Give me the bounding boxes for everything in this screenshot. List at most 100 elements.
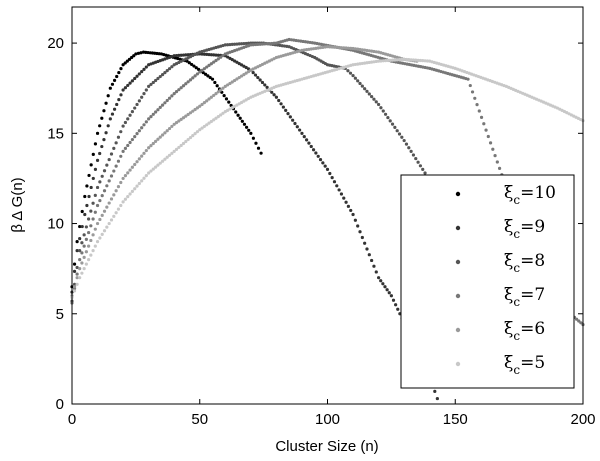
- data-point: [339, 46, 344, 50]
- data-point: [174, 53, 179, 58]
- data-point: [121, 88, 125, 92]
- data-point: [95, 203, 100, 208]
- data-point: [272, 93, 276, 97]
- data-point: [91, 201, 95, 205]
- legend-label: ξc=10: [504, 183, 556, 207]
- data-point: [147, 171, 151, 175]
- data-point: [237, 102, 241, 106]
- data-point: [213, 80, 217, 85]
- data-point: [258, 78, 262, 82]
- data-point: [102, 229, 107, 233]
- data-point: [158, 74, 162, 79]
- data-point: [360, 235, 364, 240]
- data-point: [170, 151, 174, 155]
- data-point: [107, 179, 111, 183]
- data-point: [89, 224, 93, 228]
- data-point: [125, 59, 129, 63]
- data-point: [107, 201, 111, 205]
- data-point: [78, 249, 82, 253]
- data-point: [133, 187, 137, 191]
- data-point: [151, 167, 155, 171]
- data-point: [91, 176, 95, 181]
- data-point: [72, 289, 77, 293]
- data-point: [202, 67, 206, 71]
- data-point: [163, 71, 167, 75]
- data-point: [281, 105, 285, 109]
- data-point: [335, 45, 339, 49]
- data-point: [80, 271, 84, 275]
- data-point: [207, 63, 211, 67]
- data-point: [367, 92, 371, 96]
- data-point: [93, 142, 98, 146]
- data-point: [91, 249, 95, 253]
- data-point: [147, 84, 151, 88]
- data-point: [119, 93, 123, 97]
- data-point: [80, 251, 84, 255]
- data-point: [400, 135, 404, 139]
- data-point: [244, 65, 248, 70]
- data-point: [216, 114, 220, 119]
- data-point: [216, 57, 220, 61]
- data-point: [84, 250, 88, 254]
- data-point: [196, 67, 201, 71]
- data-point: [212, 53, 216, 57]
- data-point: [140, 179, 144, 183]
- data-point: [114, 189, 118, 193]
- data-point: [300, 131, 304, 135]
- data-point: [170, 65, 174, 69]
- data-point: [82, 244, 86, 248]
- data-point: [372, 60, 376, 64]
- data-point: [191, 76, 195, 80]
- data-point: [98, 124, 102, 128]
- data-point: [287, 37, 291, 42]
- data-point: [286, 112, 290, 116]
- data-point: [295, 125, 299, 129]
- series-0: [70, 50, 263, 289]
- data-point: [195, 130, 200, 134]
- data-point: [328, 45, 332, 49]
- data-point: [330, 45, 334, 49]
- data-point: [235, 77, 239, 81]
- data-point: [215, 84, 219, 88]
- data-point: [477, 109, 481, 113]
- data-point: [123, 86, 128, 90]
- data-point: [123, 174, 128, 178]
- data-point: [246, 70, 251, 74]
- data-point: [232, 42, 237, 46]
- data-point: [265, 85, 269, 89]
- data-point: [230, 58, 234, 62]
- data-point: [116, 135, 121, 139]
- data-point: [404, 142, 409, 146]
- data-point: [151, 112, 155, 116]
- data-point: [466, 77, 470, 81]
- data-point: [149, 144, 153, 148]
- data-point: [170, 124, 174, 129]
- data-point: [117, 98, 121, 102]
- data-point: [177, 119, 181, 123]
- data-point: [363, 61, 367, 65]
- data-point: [144, 88, 148, 92]
- data-point: [89, 185, 93, 190]
- data-point: [172, 54, 176, 58]
- data-point: [228, 81, 232, 86]
- data-point: [242, 72, 246, 77]
- x-tick-label: 100: [315, 411, 340, 428]
- data-point: [84, 262, 88, 266]
- legend-label: ξc=5: [504, 353, 545, 377]
- data-point: [105, 184, 109, 188]
- series-5: [70, 57, 585, 300]
- data-point: [100, 213, 104, 217]
- data-point: [172, 122, 176, 126]
- data-point: [209, 95, 213, 99]
- data-point: [246, 96, 251, 101]
- legend: ξc=10 ξc=9 ξc=8 ξc=7 ξc=6 ξc=5: [400, 174, 575, 389]
- data-point: [158, 135, 162, 139]
- data-point: [135, 74, 139, 78]
- data-point: [109, 152, 114, 156]
- data-point: [388, 58, 392, 62]
- data-point: [91, 152, 95, 156]
- data-point: [184, 82, 188, 86]
- data-point: [377, 102, 381, 107]
- data-point: [133, 162, 137, 167]
- data-point: [135, 102, 139, 107]
